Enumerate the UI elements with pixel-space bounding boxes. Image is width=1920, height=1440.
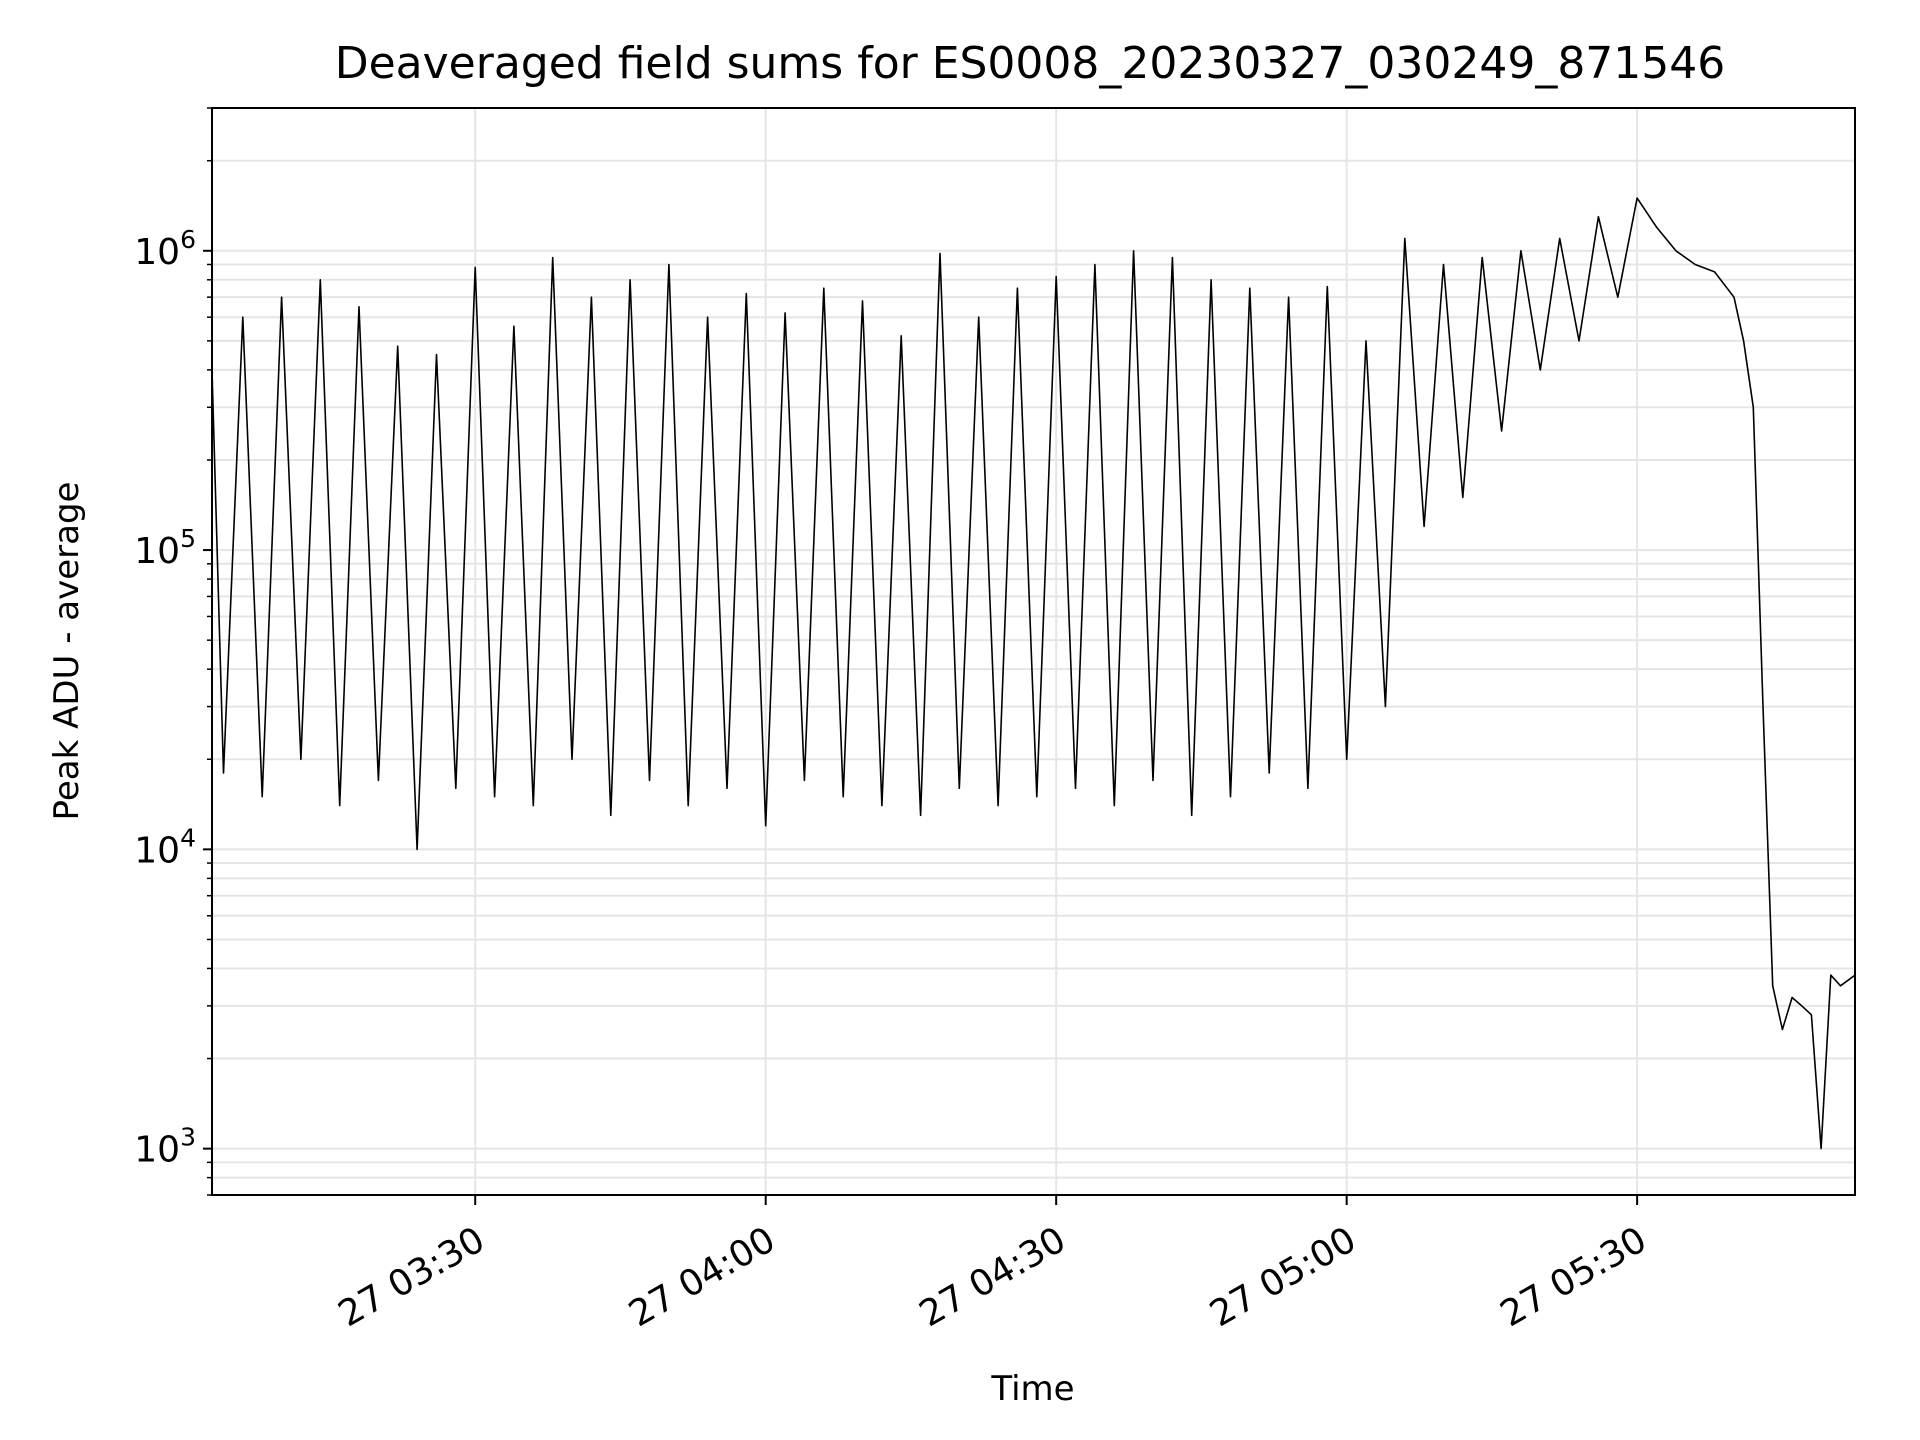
plot-area xyxy=(211,197,1856,1150)
y-tick-label: 104 xyxy=(134,823,196,871)
x-axis-label: Time xyxy=(990,1369,1074,1409)
plot-frame xyxy=(211,107,1856,1196)
y-tick-label: 105 xyxy=(134,524,196,572)
series-line xyxy=(211,197,1856,1150)
y-axis-label: Peak ADU - average xyxy=(47,482,87,821)
y-tick-label: 103 xyxy=(134,1123,196,1171)
chart-title: Deaveraged field sums for ES0008_2023032… xyxy=(335,38,1726,89)
y-axis: 103 104 105 106 xyxy=(134,107,212,1196)
gridlines xyxy=(212,107,1855,1196)
y-tick-label: 106 xyxy=(134,225,196,273)
